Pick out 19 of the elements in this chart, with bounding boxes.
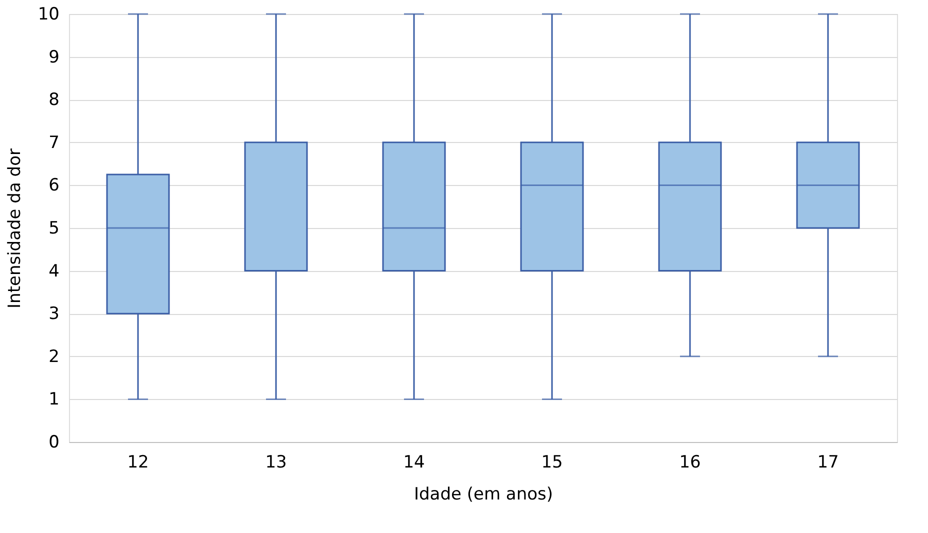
y-tick-label: 9 [48, 47, 60, 68]
y-axis-title: Intensidade da dor [4, 148, 25, 308]
x-tick-label: 14 [403, 452, 425, 472]
y-tick-label: 1 [48, 390, 60, 410]
y-tick-label: 0 [48, 432, 60, 452]
y-tick-label: 3 [48, 304, 60, 324]
y-tick-label: 8 [48, 90, 60, 110]
x-tick-label: 16 [679, 452, 701, 472]
x-tick-label: 12 [127, 452, 149, 472]
x-axis-title: Idade (em anos) [414, 484, 554, 504]
y-tick-label: 5 [48, 218, 60, 238]
y-tick-label: 7 [48, 132, 60, 153]
y-tick-label: 6 [48, 176, 60, 196]
y-tick-label: 10 [38, 4, 60, 24]
y-tick-label: 2 [48, 346, 60, 367]
x-tick-label: 17 [817, 452, 839, 472]
y-tick-label: 4 [48, 261, 60, 282]
x-tick-label: 13 [265, 452, 287, 472]
x-tick-label: 15 [541, 452, 563, 472]
